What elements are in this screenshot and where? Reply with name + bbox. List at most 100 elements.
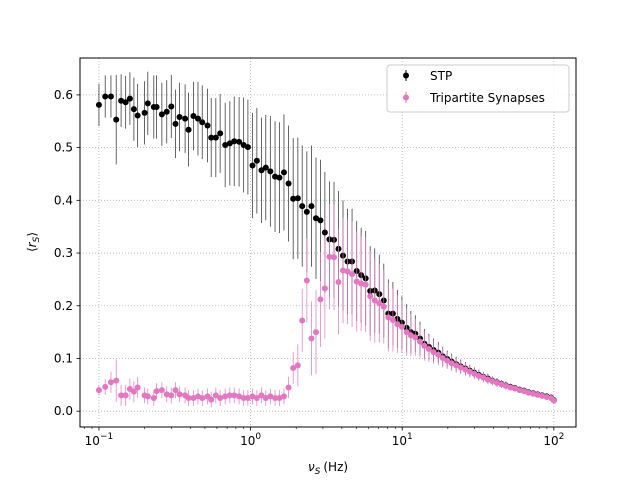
data-point <box>371 297 378 304</box>
data-point <box>466 368 473 375</box>
data-point <box>168 103 175 110</box>
series-stp <box>95 71 557 404</box>
data-point <box>439 354 446 361</box>
data-point <box>539 392 546 399</box>
data-point <box>163 391 170 398</box>
data-point <box>113 116 120 123</box>
data-point <box>285 384 292 391</box>
y-tick-label: 0.5 <box>54 141 73 155</box>
data-point <box>308 335 315 342</box>
data-point <box>262 164 269 171</box>
data-point <box>389 316 396 323</box>
data-point <box>176 114 183 121</box>
data-point <box>253 157 260 164</box>
data-point <box>407 332 414 339</box>
data-point <box>240 395 247 402</box>
data-point <box>543 393 550 400</box>
data-point <box>525 389 532 396</box>
data-point <box>158 387 165 394</box>
data-point <box>353 278 360 285</box>
data-point <box>398 323 405 330</box>
data-point <box>95 387 102 394</box>
data-point <box>236 393 243 400</box>
data-point <box>344 268 351 275</box>
y-tick-label: 0.6 <box>54 88 73 102</box>
data-point <box>222 393 229 400</box>
data-point <box>107 93 114 100</box>
data-point <box>226 392 233 399</box>
y-tick-label: 0.0 <box>54 404 73 418</box>
data-point <box>267 393 274 400</box>
data-point <box>475 372 482 379</box>
data-point <box>172 387 179 394</box>
x-tick-label: 10−1 <box>85 432 114 448</box>
data-point <box>534 391 541 398</box>
data-point <box>430 349 437 356</box>
data-point <box>299 317 306 324</box>
data-point <box>294 195 301 202</box>
data-point <box>280 393 287 400</box>
data-point <box>172 120 179 127</box>
data-point <box>303 277 310 284</box>
data-point <box>280 169 287 176</box>
data-point <box>412 334 419 341</box>
data-point <box>294 362 301 369</box>
data-point <box>530 390 537 397</box>
data-point <box>212 392 219 399</box>
data-point <box>303 208 310 215</box>
y-axis-label: ⟨rS⟩ <box>25 232 42 252</box>
data-point <box>249 162 256 169</box>
data-point <box>403 329 410 336</box>
data-point <box>134 384 141 391</box>
data-point <box>276 174 283 181</box>
data-point <box>335 279 342 286</box>
data-point <box>95 101 102 108</box>
data-point <box>150 395 157 402</box>
data-point <box>276 395 283 402</box>
data-point <box>244 144 251 151</box>
data-point <box>102 383 109 390</box>
grid <box>80 58 576 427</box>
data-point <box>340 267 347 274</box>
data-point <box>231 138 238 145</box>
y-tick-label: 0.2 <box>54 299 73 313</box>
data-point <box>493 379 500 386</box>
ticks: 0.0 0.1 0.2 0.3 0.4 0.5 0.6 10−1 100 101 102 <box>54 88 564 448</box>
data-layer <box>95 71 557 408</box>
data-point <box>130 388 137 395</box>
data-point <box>158 111 165 118</box>
data-point <box>498 381 505 388</box>
data-point <box>185 395 192 402</box>
data-point <box>253 395 260 402</box>
data-point <box>236 138 243 145</box>
data-point <box>244 395 251 402</box>
data-point <box>444 357 451 364</box>
y-tick-label: 0.4 <box>54 193 73 207</box>
x-tick-label: 100 <box>240 432 261 448</box>
data-point <box>416 338 423 345</box>
legend-stp-label: STP <box>430 69 452 83</box>
y-tick-label: 0.1 <box>54 351 73 365</box>
data-point <box>222 141 229 148</box>
data-point <box>489 378 496 385</box>
data-point <box>550 397 557 404</box>
data-point <box>118 392 125 399</box>
data-point <box>107 379 114 386</box>
data-point <box>453 362 460 369</box>
data-point <box>168 392 175 399</box>
data-point <box>385 314 392 321</box>
data-point <box>380 303 387 310</box>
data-point <box>258 392 265 399</box>
data-point <box>321 229 328 236</box>
data-point <box>182 115 189 122</box>
data-point <box>113 377 120 384</box>
data-point <box>267 168 274 175</box>
data-point <box>480 374 487 381</box>
data-point <box>299 203 306 210</box>
data-point <box>185 126 192 133</box>
data-point <box>394 321 401 328</box>
plot-frame <box>79 57 577 428</box>
data-point <box>367 293 374 300</box>
legend-box <box>386 64 570 113</box>
data-point <box>141 109 148 116</box>
